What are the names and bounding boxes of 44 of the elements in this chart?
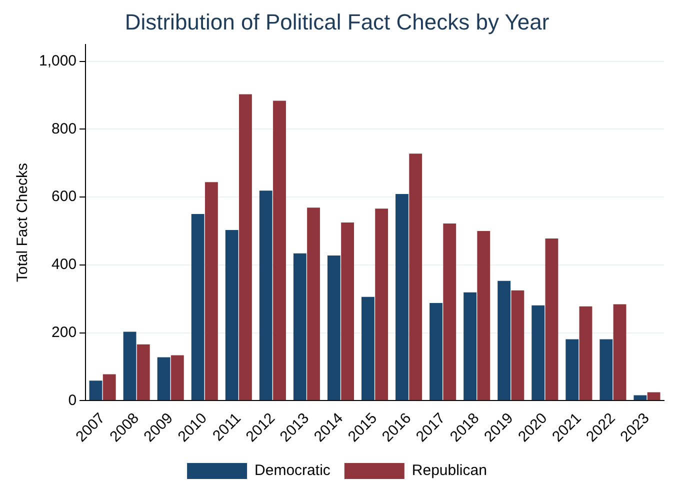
y-tick-label: 200 <box>52 324 77 341</box>
bar <box>613 304 626 400</box>
bar <box>89 380 102 400</box>
bar <box>157 357 170 400</box>
y-tick-label: 0 <box>68 392 77 409</box>
bar <box>239 94 252 400</box>
bar <box>545 238 558 400</box>
chart-title: Distribution of Political Fact Checks by Year <box>124 9 550 34</box>
bar <box>259 190 272 400</box>
bar <box>409 154 422 400</box>
bar <box>191 214 204 400</box>
bar <box>362 296 374 400</box>
y-tick-label: 400 <box>52 256 77 274</box>
bar <box>566 339 579 400</box>
bar <box>477 231 490 400</box>
bar <box>273 100 286 400</box>
bar <box>225 230 238 400</box>
legend-label: Republican <box>412 462 487 480</box>
bar <box>464 292 477 400</box>
bar <box>532 305 545 400</box>
bar <box>293 253 306 400</box>
y-tick-label: 800 <box>52 120 77 138</box>
legend-label: Democratic <box>254 462 331 480</box>
y-tick-label: 1,000 <box>38 52 77 70</box>
bar <box>123 332 136 400</box>
bar <box>647 392 660 400</box>
bar <box>341 222 354 400</box>
bar <box>600 339 613 400</box>
bar <box>375 208 388 400</box>
bar <box>511 290 524 400</box>
y-tick-label: 600 <box>52 188 77 206</box>
bar <box>579 306 592 400</box>
bar <box>102 374 116 400</box>
bar <box>307 208 320 400</box>
bar <box>327 255 340 400</box>
bar <box>204 182 218 400</box>
bar <box>136 344 150 400</box>
y-axis-title: Total Fact Checks <box>14 162 32 282</box>
bar <box>396 194 408 400</box>
bar <box>430 302 442 400</box>
bar <box>443 224 456 400</box>
bar <box>634 395 647 400</box>
bar <box>170 355 184 400</box>
bar <box>498 280 511 400</box>
